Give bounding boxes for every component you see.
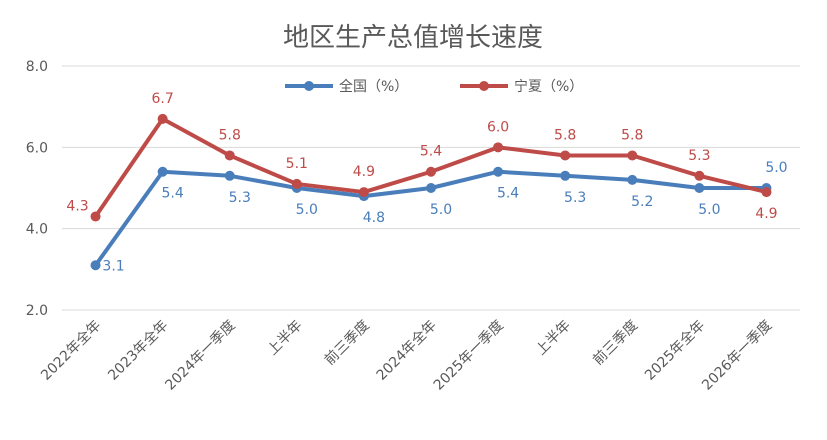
data-label: 6.0 (487, 119, 509, 135)
data-point (291, 178, 302, 189)
y-tick-label: 4.0 (26, 222, 48, 238)
data-point (493, 166, 504, 177)
x-tick-label: 2025年一季度 (431, 318, 507, 394)
chart-title: 地区生产总值增长速度 (283, 23, 543, 53)
data-label: 5.4 (420, 144, 442, 160)
data-label: 5.8 (219, 127, 241, 143)
x-tick-label: 前三季度 (589, 317, 641, 369)
data-point (694, 170, 705, 181)
x-tick-label: 2025年全年 (641, 317, 708, 384)
x-tick-label: 2023年全年 (105, 317, 172, 384)
data-point (560, 170, 571, 181)
data-label: 5.0 (296, 202, 318, 218)
data-label: 5.4 (162, 186, 184, 202)
data-point (224, 150, 235, 161)
data-label: 5.3 (564, 190, 586, 206)
data-point (90, 211, 101, 222)
x-tick-label: 上半年 (533, 318, 574, 359)
data-point (426, 166, 436, 177)
x-tick-label: 2022年全年 (37, 317, 104, 384)
x-tick-label: 2026年一季度 (699, 318, 775, 394)
data-point (493, 142, 504, 153)
data-label: 4.9 (755, 206, 777, 222)
data-point (694, 183, 705, 193)
data-label: 4.3 (66, 198, 88, 214)
data-label: 4.9 (353, 164, 375, 180)
data-label: 5.4 (497, 186, 519, 202)
data-label: 4.8 (363, 210, 385, 226)
legend-marker (479, 81, 489, 91)
data-label: 6.7 (152, 91, 174, 107)
data-point (90, 260, 101, 271)
y-tick-label: 8.0 (26, 59, 48, 75)
data-label: 5.8 (621, 127, 643, 143)
data-label: 5.2 (631, 194, 653, 210)
data-point (224, 170, 235, 181)
data-label: 5.0 (430, 202, 452, 218)
legend-label: 宁夏（%） (514, 78, 583, 95)
x-tick-label: 前三季度 (321, 317, 373, 369)
x-tick-label: 2024年全年 (373, 317, 440, 384)
data-point (627, 150, 638, 161)
data-point (157, 166, 168, 177)
x-tick-label: 2024年一季度 (162, 318, 238, 394)
legend-marker (304, 81, 314, 91)
data-point (627, 174, 638, 185)
data-point (157, 113, 168, 124)
data-point (560, 150, 571, 161)
data-point (761, 187, 772, 198)
legend-label: 全国（%） (339, 78, 408, 95)
data-label: 5.3 (688, 148, 710, 164)
data-point (426, 183, 436, 193)
data-label: 5.3 (229, 190, 251, 206)
data-label: 3.1 (102, 258, 124, 274)
data-point (358, 187, 369, 198)
data-label: 5.8 (554, 127, 576, 143)
x-tick-label: 上半年 (265, 318, 306, 359)
y-tick-label: 2.0 (26, 303, 48, 319)
data-label: 5.1 (286, 156, 308, 172)
y-tick-label: 6.0 (26, 140, 48, 156)
data-label: 5.0 (765, 160, 787, 176)
data-label: 5.0 (698, 202, 720, 218)
